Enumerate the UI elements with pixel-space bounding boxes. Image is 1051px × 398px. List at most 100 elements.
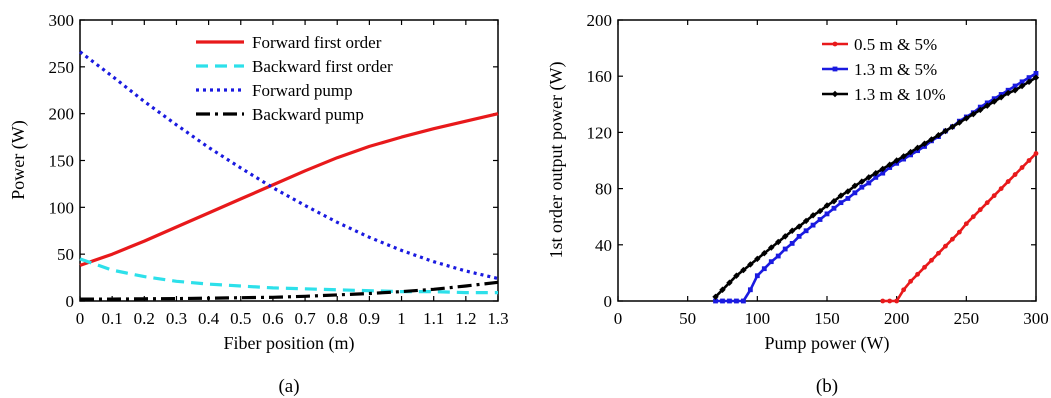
data-point — [1026, 158, 1032, 163]
x-tick-label: 200 — [884, 309, 910, 328]
data-point — [795, 223, 803, 230]
x-tick-label: 1.1 — [423, 309, 444, 328]
legend-b: 0.5 m & 5% 1.3 m & 5% 1.3 m & 10% — [822, 35, 946, 104]
data-point — [1004, 89, 1012, 97]
data-point — [977, 207, 983, 213]
x-axis-label-a: Fiber position (m) — [224, 333, 355, 354]
data-point — [900, 153, 907, 160]
data-point — [782, 246, 788, 252]
y-tick-label: 40 — [595, 236, 612, 255]
data-point — [740, 266, 747, 274]
series-line-1 — [79, 112, 499, 267]
data-point — [921, 140, 928, 147]
data-point — [1005, 179, 1011, 184]
data-point — [970, 110, 977, 118]
chart-panel-a: 0 0.1 0.2 0.3 0.4 0.5 0.6 0.7 0.8 0.9 1 1.1 1.2 1.3 0 5… — [8, 11, 509, 397]
data-point — [915, 271, 920, 277]
data-point — [872, 169, 879, 177]
data-point — [809, 212, 817, 219]
x-tick-label: 1.2 — [455, 309, 476, 328]
data-point — [859, 184, 865, 190]
data-point — [782, 233, 789, 240]
plot-frame-b — [617, 19, 1037, 302]
data-point — [747, 261, 754, 268]
x-tick-label: 0.7 — [294, 309, 316, 328]
data-point — [997, 94, 1005, 101]
y-tick-label: 120 — [587, 123, 613, 142]
panel-label-a: (a) — [278, 376, 299, 397]
data-point — [775, 238, 782, 246]
data-point — [950, 236, 955, 242]
x-axis-label-b: Pump power (W) — [765, 333, 890, 354]
data-point — [886, 161, 893, 168]
data-point — [956, 119, 963, 126]
x-tick-label: 1 — [397, 309, 406, 328]
data-point — [712, 293, 719, 300]
data-point — [880, 298, 886, 304]
series-line-3 — [714, 76, 1037, 298]
data-point — [761, 250, 768, 257]
data-point — [963, 115, 970, 122]
legend-marker — [832, 66, 838, 72]
y-tick-label: 150 — [49, 152, 75, 171]
data-point — [1011, 87, 1019, 94]
y-tick-label: 200 — [49, 105, 75, 124]
data-point — [788, 227, 796, 234]
data-point — [943, 243, 948, 249]
data-point — [873, 174, 879, 180]
y-axis-label-a: Power (W) — [8, 120, 29, 199]
series-group-a — [79, 50, 499, 301]
data-point — [747, 287, 753, 293]
x-tick-label: 0 — [614, 309, 623, 328]
data-point — [970, 214, 976, 220]
x-tick-label: 0.9 — [359, 309, 380, 328]
legend-label-3: 1.3 m & 10% — [854, 85, 946, 104]
x-tick-label: 0.2 — [134, 309, 155, 328]
data-point — [879, 165, 886, 173]
data-point — [830, 198, 838, 205]
data-point — [845, 196, 851, 201]
data-point — [880, 170, 886, 176]
data-point — [823, 202, 831, 209]
data-point — [1032, 74, 1040, 81]
y-tick-label: 0 — [604, 292, 613, 311]
data-point — [936, 250, 941, 256]
y-tick-label: 80 — [595, 180, 612, 199]
y-axis-label-b: 1st order output power (W) — [546, 62, 567, 259]
y-tick-label: 0 — [66, 292, 75, 311]
x-tick-label: 0 — [76, 309, 85, 328]
tick-group-a: 0 0.1 0.2 0.3 0.4 0.5 0.6 0.7 0.8 0.9 1 1.1 1.2 1.3 0 5… — [49, 11, 509, 328]
data-point — [1012, 83, 1018, 89]
x-tick-label: 0.8 — [327, 309, 348, 328]
data-point — [1019, 165, 1025, 170]
data-point — [810, 222, 816, 228]
x-tick-label: 0.4 — [198, 309, 220, 328]
series-group-b — [712, 70, 1040, 304]
x-tick-label: 0.3 — [166, 309, 187, 328]
data-point — [991, 98, 998, 105]
legend-label-3: Forward pump — [252, 81, 353, 100]
x-tick-label: 100 — [745, 309, 771, 328]
data-point — [908, 278, 913, 284]
data-point — [741, 298, 746, 304]
data-point — [1033, 151, 1039, 156]
data-point — [733, 272, 740, 279]
data-point — [754, 255, 761, 263]
data-point — [851, 182, 859, 189]
data-point — [817, 217, 823, 222]
legend-label-2: 1.3 m & 5% — [854, 60, 937, 79]
data-point — [942, 127, 949, 135]
data-point — [949, 123, 956, 130]
data-point — [754, 273, 760, 279]
data-point — [1026, 75, 1032, 81]
data-point — [802, 217, 810, 225]
data-point — [866, 180, 872, 186]
data-point — [977, 106, 984, 114]
data-point — [956, 229, 962, 235]
data-point — [929, 257, 934, 263]
legend-marker — [831, 90, 839, 98]
data-point — [844, 188, 852, 195]
data-point — [984, 102, 991, 109]
data-point — [713, 298, 718, 304]
data-point — [907, 148, 914, 156]
